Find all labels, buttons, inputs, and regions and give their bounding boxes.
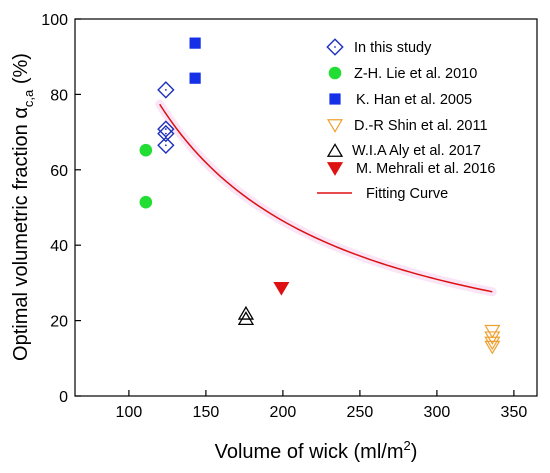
y-tick-label: 40 [50,238,68,255]
legend-marker-diamond [326,38,344,56]
open-up-triangle-marker [237,311,255,325]
square-marker [329,93,341,105]
x-tick-label: 100 [116,404,143,421]
x-axis-label-end: ) [411,441,418,463]
legend-marker-open-down-triangle [326,119,344,133]
open-down-triangle-marker [484,340,501,355]
x-axis-label-superscript: 2 [404,438,411,453]
legend-item-z-h-lie: Z-H. Lie et al. 2010 [328,66,477,82]
legend-item-d-r-shin: D.-R Shin et al. 2011 [326,118,488,134]
legend-item-k-han: K. Han et al. 2005 [329,92,472,108]
legend-label: K. Han et al. 2005 [356,92,472,108]
data-point [484,336,501,351]
legend-marker-filled-down-triangle [326,162,344,176]
x-tick-label: 250 [347,404,374,421]
data-point [237,305,255,320]
x-tick-label: 150 [193,404,220,421]
data-points-layer [139,37,501,355]
filled-down-triangle-marker [273,281,290,296]
legend-marker-open-up-triangle [326,143,344,157]
legend-label: In this study [354,40,432,56]
legend-item-m-mehrali: M. Mehrali et al. 2016 [326,161,495,177]
legend-marker-square [329,93,341,105]
series-points [273,281,290,296]
series-points [139,143,153,209]
legend-label: Fitting Curve [366,186,448,202]
data-point [237,311,255,325]
legend-label: W.I.A Aly et al. 2017 [352,143,481,159]
series-points [237,305,255,325]
y-tick-label: 0 [59,389,68,406]
open-down-triangle-marker [484,336,501,351]
y-tick-label: 100 [41,12,68,29]
axis-ticks-layer: 100 150 200 250 300 350 0 20 40 60 80 100 [41,12,527,421]
diamond-marker [157,124,175,143]
data-point [157,81,175,99]
data-point [139,143,153,157]
open-down-triangle-marker [484,331,501,346]
legend-item-w-i-a-aly: W.I.A Aly et al. 2017 [326,143,481,159]
data-point [273,281,290,296]
legend-label: M. Mehrali et al. 2016 [356,161,495,177]
y-axis-label: Optimal volumetric fraction αc,a (%) [10,53,36,361]
y-tick-label: 80 [50,87,68,104]
x-tick-label: 300 [424,404,451,421]
diamond-center-dot [164,144,167,147]
legend-label: D.-R Shin et al. 2011 [354,118,488,134]
circle-marker [139,143,153,157]
legend-item-fitting-curve: Fitting Curve [317,186,448,202]
diamond-marker [157,81,175,99]
fit-curve [159,103,493,293]
data-point [157,136,175,154]
data-point [139,195,153,209]
legend-item-in-this-study: In this study [326,38,432,56]
circle-marker [139,195,153,209]
y-axis-label-subscript: c,a [21,89,36,107]
x-axis-label: Volume of wick (ml/m2) [215,438,418,463]
data-point [484,340,501,355]
data-point [157,124,175,143]
legend: In this study Z-H. Lie et al. 2010 K. Ha… [317,38,495,202]
diamond-center-dot [164,128,167,130]
diamond-marker [326,38,344,56]
open-down-triangle-marker [326,119,344,133]
plot-frame [74,18,538,397]
circle-marker [328,66,342,80]
y-tick-label: 20 [50,314,68,331]
diamond-center-dot [334,46,336,48]
series-points [157,81,175,154]
x-tick-label: 350 [501,404,528,421]
filled-down-triangle-marker [326,162,344,176]
fit-curve-layer [159,103,493,293]
legend-marker-circle [328,66,342,80]
data-point [189,37,201,49]
y-axis-label-end: (%) [10,53,32,90]
legend-label: Z-H. Lie et al. 2010 [354,66,477,82]
square-marker [189,72,201,84]
x-tick-label: 200 [270,404,297,421]
square-marker [189,37,201,49]
diamond-marker [157,136,175,154]
diamond-center-dot [164,132,167,135]
diamond-center-dot [164,88,167,91]
open-up-triangle-marker [237,305,255,320]
y-tick-label: 60 [50,163,68,180]
series-points [189,37,201,84]
series-points [484,324,501,355]
open-up-triangle-marker [326,143,344,157]
data-point [189,72,201,84]
data-point [484,331,501,346]
